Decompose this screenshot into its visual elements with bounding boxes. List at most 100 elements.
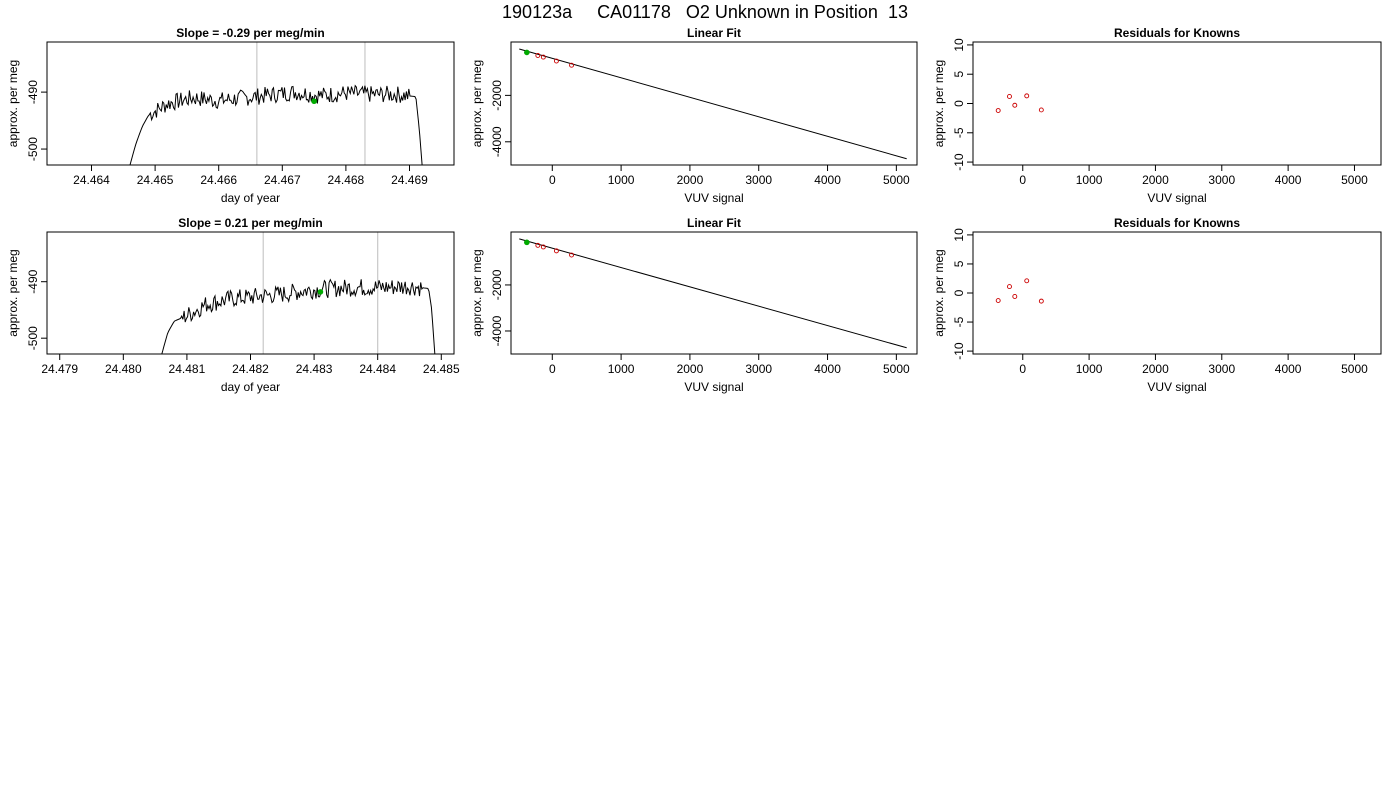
data-trace-line [129, 84, 423, 165]
y-axis-label: approx. per meg [470, 249, 484, 336]
x-tick-label: 24.466 [200, 173, 237, 187]
x-tick-label: 24.479 [41, 362, 78, 376]
y-axis-label: approx. per meg [6, 249, 20, 336]
x-tick-label: 4000 [814, 173, 841, 187]
chart-panel-1: Slope = -0.29 per meg/min 24.464 24.465 24.… [6, 26, 455, 205]
chart-panel-4: Slope = 0.21 per meg/min 24.479 24.480 24.4… [6, 216, 460, 394]
chart-title: Residuals for Knowns [1114, 216, 1240, 230]
x-tick-label: 1000 [608, 362, 635, 376]
data-trace-line [161, 278, 436, 354]
x-tick-label: 24.485 [423, 362, 460, 376]
plot-area [995, 278, 1044, 304]
unknown-point-marker [524, 49, 530, 56]
x-tick-label: 24.464 [73, 173, 110, 187]
y-tick-label: -490 [26, 269, 40, 293]
y-tick-label: 5 [952, 71, 966, 78]
x-axis-label: VUV signal [684, 191, 743, 205]
x-tick-label: 2000 [1142, 362, 1169, 376]
x-tick-label: 5000 [1341, 173, 1368, 187]
unknown-point-marker [311, 98, 317, 105]
x-tick-label: 0 [1019, 362, 1026, 376]
known-data-point [1007, 94, 1012, 99]
x-tick-label: 2000 [677, 173, 704, 187]
known-data-point [540, 54, 546, 60]
y-tick-label: -4000 [490, 126, 504, 157]
plot-frame [46, 231, 455, 355]
known-data-point [569, 62, 575, 68]
x-tick-label: 0 [549, 173, 556, 187]
y-axis-label: approx. per meg [932, 249, 946, 336]
y-tick-label: 0 [952, 100, 966, 107]
plot-area [161, 278, 436, 354]
x-axis-label: day of year [221, 191, 280, 205]
known-data-point [1024, 93, 1030, 99]
x-tick-label: 5000 [883, 362, 910, 376]
x-tick-label: 2000 [677, 362, 704, 376]
x-tick-label: 24.469 [391, 173, 428, 187]
y-tick-label: -500 [26, 326, 40, 350]
y-tick-label: -5 [952, 316, 966, 327]
page-title: 190123a CA01178 O2 Unknown in Position 1… [502, 2, 908, 22]
known-data-point [1012, 102, 1018, 108]
y-tick-label: -4000 [490, 315, 504, 346]
chart-panel-2: Linear Fit 0 1000 2000 3000 4000 5000 -4000 -200… [470, 26, 918, 205]
known-data-point [1038, 298, 1044, 304]
chart-panel-6: Residuals for Knowns 0 1000 2000 3000 4000 500… [932, 216, 1382, 394]
known-data-point [1024, 278, 1030, 284]
plot-frame [510, 41, 918, 166]
x-tick-label: 24.483 [296, 362, 333, 376]
x-tick-label: 1000 [1076, 173, 1103, 187]
chart-panel-5: Linear Fit 0 1000 2000 3000 4000 5000 -4000 -200… [470, 216, 918, 394]
y-axis-label: approx. per meg [6, 60, 20, 147]
chart-title: Linear Fit [687, 216, 741, 230]
chart-title: Slope = -0.29 per meg/min [176, 26, 324, 40]
x-tick-label: 2000 [1142, 173, 1169, 187]
x-tick-label: 4000 [1275, 173, 1302, 187]
y-tick-label: 10 [952, 38, 966, 52]
x-tick-label: 24.468 [328, 173, 365, 187]
x-axis-label: day of year [221, 380, 280, 394]
x-tick-label: 1000 [608, 173, 635, 187]
x-tick-label: 3000 [745, 173, 772, 187]
y-tick-label: -2000 [490, 269, 504, 300]
x-tick-label: 24.480 [105, 362, 142, 376]
x-tick-label: 24.465 [137, 173, 174, 187]
y-tick-label: -10 [952, 342, 966, 360]
known-data-point [540, 244, 546, 250]
fit-line [519, 238, 907, 349]
x-tick-label: 24.482 [232, 362, 269, 376]
y-tick-label: -10 [952, 153, 966, 171]
y-tick-label: -2000 [490, 80, 504, 111]
x-tick-label: 24.484 [359, 362, 396, 376]
x-axis-label: VUV signal [1147, 191, 1206, 205]
known-data-point [535, 242, 541, 248]
x-tick-label: 24.481 [169, 362, 206, 376]
plot-frame [46, 41, 455, 166]
x-tick-label: 0 [549, 362, 556, 376]
known-data-point [535, 53, 541, 58]
plot-frame [972, 231, 1382, 355]
known-data-point [1007, 284, 1012, 290]
unknown-point-marker [317, 289, 324, 295]
plot-area [129, 84, 423, 165]
plot-area [519, 238, 907, 349]
y-axis-label: approx. per meg [932, 60, 946, 147]
chart-panel-3: Residuals for Knowns 0 1000 2000 3000 4000 500… [932, 26, 1382, 205]
x-tick-label: 5000 [883, 173, 910, 187]
plot-area [995, 93, 1044, 113]
x-tick-label: 5000 [1341, 362, 1368, 376]
y-tick-label: -500 [26, 137, 40, 161]
fit-line [519, 48, 907, 160]
y-tick-label: 5 [952, 260, 966, 267]
known-data-point [995, 108, 1001, 113]
x-tick-label: 1000 [1076, 362, 1103, 376]
x-tick-label: 4000 [814, 362, 841, 376]
x-tick-label: 3000 [1208, 362, 1235, 376]
y-tick-label: 10 [952, 228, 966, 242]
plot-area [519, 48, 907, 160]
known-data-point [995, 298, 1001, 304]
plot-frame [510, 231, 918, 355]
known-data-point [569, 252, 575, 258]
